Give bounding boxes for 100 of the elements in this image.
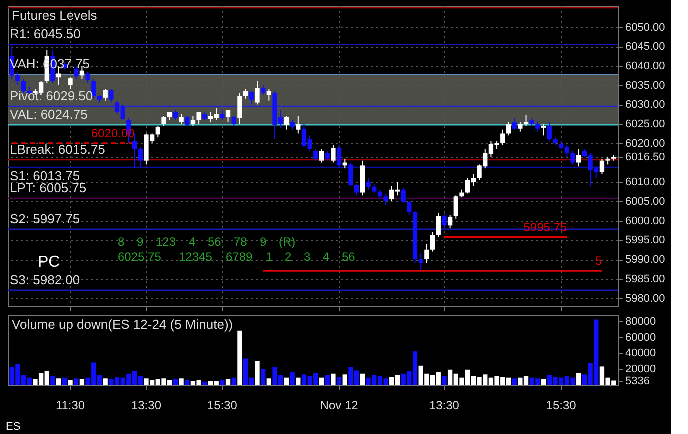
bar [255,361,260,385]
annotation: 2 [285,250,292,264]
candlestick [536,122,540,132]
annotation: (R) [279,235,296,249]
bar [62,378,68,385]
candlestick [290,120,295,130]
candlestick [524,114,529,126]
candlestick [238,92,242,125]
candlestick [325,150,330,162]
candlestick [103,88,108,102]
candlestick [401,187,406,204]
bar [261,369,266,385]
ref-line-label: S2: 5997.75 [10,212,80,227]
annotation: 1 [266,250,273,264]
series-label: 5 [596,254,603,268]
candlestick [384,193,388,206]
candlestick [138,146,143,168]
candlestick [600,158,605,175]
annotation: 6025.75 [118,250,162,264]
y-tick-label: 60000 [626,332,656,344]
candlestick [336,144,342,170]
ref-line-label: S3: 5982.00 [10,272,80,288]
y-tick-label: 6050.00 [626,22,666,34]
bar [296,378,301,385]
candlestick [442,212,447,230]
y-tick-label: 5980.00 [626,292,666,305]
bar [238,330,242,385]
x-tick-label: 13:30 [429,398,460,412]
bar [232,378,236,385]
candlestick [354,184,360,196]
bar [74,378,79,385]
y-tick-label: 6035.00 [626,80,666,92]
y-tick-label: 80000 [626,316,656,328]
y-tick-label: 20000 [626,364,656,376]
candlestick [541,124,546,136]
bar [68,380,73,385]
bar [56,378,62,385]
annotation: 12345 [179,250,213,264]
x-tick-label: 13:30 [131,398,162,412]
y-tick-label: 6025.00 [626,118,666,131]
candlestick [430,232,436,252]
x-tick-label: 11:30 [56,398,86,412]
candlestick [407,200,412,216]
candlestick [249,90,254,106]
bar [360,374,365,385]
bar [325,375,330,385]
candlestick [16,71,20,86]
y-tick-label: 40000 [626,348,656,360]
y-tick-label: 6040.00 [626,60,666,72]
ref-line-label: Pivot: 6029.50 [10,88,94,104]
candlestick [284,116,290,130]
chart-title: Futures Levels [12,8,98,23]
bar [266,378,272,385]
ref-line-label: LBreak: 6015.75 [10,142,106,157]
bar [576,373,582,385]
bar [290,372,295,385]
bar [220,380,225,385]
candlestick [319,148,324,164]
annotation: 6789 [226,250,254,264]
candlestick [86,71,90,84]
annotation: 78 [234,235,248,249]
candlestick [220,110,225,121]
ref-line-label: VAL: 6024.75 [10,107,88,122]
y-tick-label: 6005.00 [626,196,666,208]
candlestick [454,195,458,220]
candlestick [232,116,236,126]
y-tick-label: 5995.00 [626,234,666,247]
bar [541,379,546,385]
chart-title: Volume up down(ES 12-24 (5 Minute)) [12,317,234,332]
candlestick [448,214,453,230]
candlestick [255,80,260,106]
annotation: 4 [189,235,196,249]
candlestick [570,150,576,166]
bar [179,378,184,385]
candlestick [185,116,190,126]
annotation: 3 [304,250,311,264]
candlestick [173,110,178,121]
x-tick-label: 15:30 [546,398,577,412]
candlestick [506,122,512,136]
candlestick [331,144,336,164]
candlestick [512,118,517,130]
bar [185,380,190,385]
candlestick [378,189,383,200]
bar [342,374,348,385]
candlestick [226,110,231,123]
annotation: PC [38,254,60,271]
candlestick [92,79,96,100]
annotation: 123 [156,235,176,249]
candlestick [500,129,506,146]
x-tick-label: Nov 12 [320,398,359,412]
ref-line-label: R1: 6045.50 [10,26,81,42]
annotation: 4 [323,250,330,264]
bar [512,378,517,385]
bar [319,378,324,385]
bar [331,374,336,385]
y-tick-label: 6020.00 [626,138,666,150]
bar [284,378,290,385]
bar [50,376,56,385]
y-tick-label: 6010.00 [626,176,666,189]
annotation: 56 [208,235,222,249]
